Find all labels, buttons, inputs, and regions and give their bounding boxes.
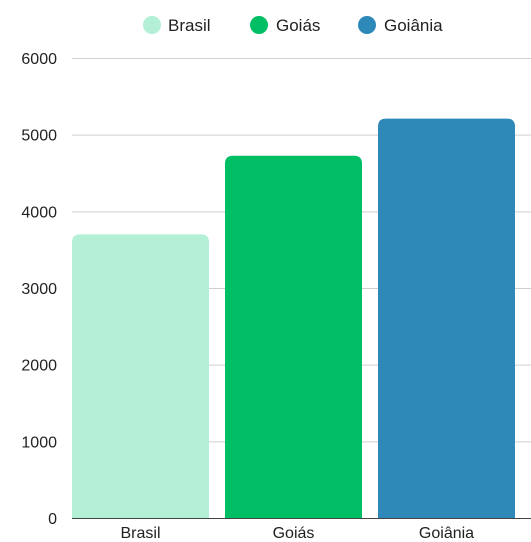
y-axis-ticks: 0 1000 2000 3000 4000 5000 6000	[21, 51, 57, 528]
legend-item-goias[interactable]: Goiás	[250, 16, 320, 35]
bar-brasil[interactable]	[72, 234, 209, 519]
x-axis-labels: Brasil Goiás Goiânia	[120, 525, 474, 542]
bars	[72, 118, 515, 519]
legend-item-brasil[interactable]: Brasil	[143, 16, 211, 35]
bar-goiânia[interactable]	[378, 118, 515, 519]
x-tick-label: Goiás	[273, 525, 315, 542]
legend-item-goiania[interactable]: Goiânia	[358, 16, 443, 35]
legend-swatch-brasil	[143, 16, 161, 34]
bar-goiás[interactable]	[225, 155, 362, 518]
y-tick-label: 4000	[21, 204, 57, 221]
y-tick-label: 0	[48, 511, 57, 528]
legend-label-brasil: Brasil	[168, 16, 211, 35]
x-tick-label: Goiânia	[419, 525, 474, 542]
y-tick-label: 2000	[21, 358, 57, 375]
legend-label-goias: Goiás	[276, 16, 320, 35]
y-tick-label: 3000	[21, 281, 57, 298]
chart-legend: Brasil Goiás Goiânia	[143, 16, 443, 35]
legend-swatch-goiania	[358, 16, 376, 34]
y-tick-label: 1000	[21, 434, 57, 451]
x-tick-label: Brasil	[120, 525, 160, 542]
y-tick-label: 5000	[21, 128, 57, 145]
y-tick-label: 6000	[21, 51, 57, 68]
legend-swatch-goias	[250, 16, 268, 34]
legend-label-goiania: Goiânia	[384, 16, 443, 35]
